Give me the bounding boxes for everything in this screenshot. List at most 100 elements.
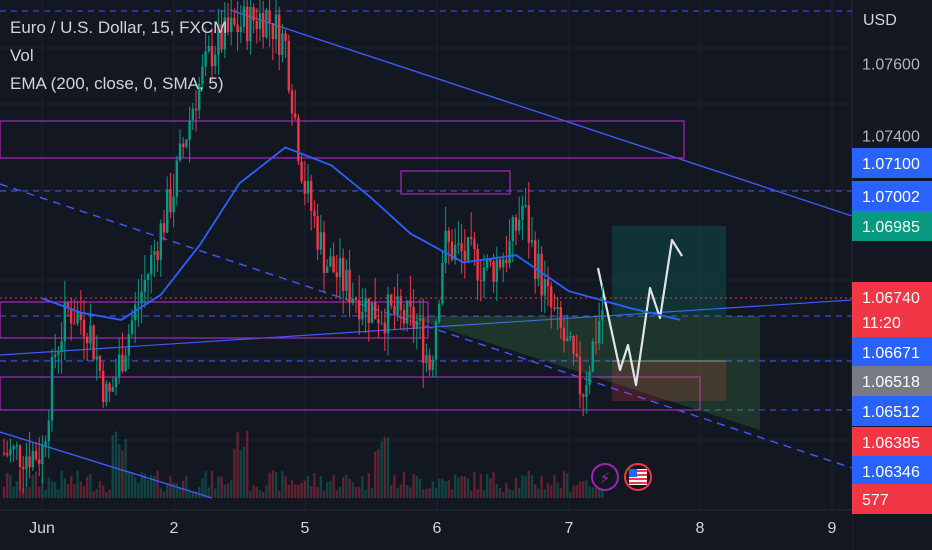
projection-path[interactable] <box>596 238 683 387</box>
candle-body <box>470 237 473 239</box>
volume-bar <box>313 472 316 498</box>
volume-bar <box>514 477 518 498</box>
volume-bar <box>271 470 274 498</box>
candle-body <box>345 269 348 291</box>
candle-body <box>121 354 124 372</box>
volume-bar <box>482 489 486 498</box>
volume-bar <box>386 437 390 498</box>
candle-body <box>60 341 63 353</box>
position-stop-zone[interactable] <box>612 361 726 401</box>
volume-bar <box>204 471 207 498</box>
supply-zone-box[interactable] <box>0 120 685 159</box>
candle-body <box>6 453 9 456</box>
candle-body <box>214 54 217 67</box>
drawings-layer[interactable] <box>0 9 853 499</box>
candle-body <box>514 217 518 231</box>
candle-body <box>246 6 249 42</box>
candle-body <box>390 294 393 306</box>
trendline-rising[interactable] <box>0 299 853 356</box>
candle-body <box>393 305 396 316</box>
volume-bar <box>425 488 428 498</box>
candle-body <box>444 230 447 263</box>
volume-bar <box>310 486 313 498</box>
price-badge-label: 1.06671 <box>862 345 920 362</box>
volume-bar <box>316 487 319 498</box>
candle-body <box>207 46 210 52</box>
position-target-zone[interactable] <box>612 226 726 316</box>
candle-body <box>569 336 572 338</box>
volume-indicator-label[interactable]: Vol <box>10 46 34 65</box>
candle-body <box>594 341 598 344</box>
volume-bar <box>342 476 345 498</box>
volume-bar <box>57 489 60 498</box>
volume-histogram <box>2 430 604 498</box>
volume-bar <box>172 483 175 498</box>
volume-bar <box>258 489 262 498</box>
volume-bar <box>60 470 63 498</box>
time-axis[interactable]: Jun 2 5 6 7 8 9 <box>0 509 852 550</box>
volume-bar <box>559 488 562 498</box>
volume-bar <box>358 486 361 498</box>
volume-bar <box>92 491 95 498</box>
candle-body <box>220 24 223 50</box>
volume-bar <box>201 478 204 498</box>
demand-zone-box-upper[interactable] <box>0 301 429 339</box>
lightning-event-icon[interactable]: ⚡ <box>591 463 619 491</box>
volume-bar <box>466 477 470 498</box>
trendline-lower-dashed[interactable] <box>0 183 853 469</box>
volume-bar <box>86 476 89 498</box>
candle-body <box>290 90 294 114</box>
trendline-upper[interactable] <box>229 9 853 217</box>
candle-body <box>540 253 543 296</box>
candle-body <box>466 237 470 261</box>
volume-bar <box>367 472 370 498</box>
price-axis[interactable]: 1.076001.074001.068001.071001.070021.069… <box>851 0 932 550</box>
candle-body <box>406 300 409 324</box>
volume-bar <box>249 490 252 498</box>
volume-bar <box>290 480 294 498</box>
volume-bar <box>508 488 511 498</box>
candle-body <box>230 17 233 33</box>
wedge-triangle[interactable] <box>405 316 760 430</box>
volume-bar <box>166 483 169 498</box>
candle-body <box>428 354 431 371</box>
candle-body <box>380 322 383 324</box>
trendline-bottom[interactable] <box>0 431 213 499</box>
volume-bar <box>214 488 217 498</box>
symbol-title[interactable]: Euro / U.S. Dollar, 15, FXCM <box>10 18 228 37</box>
candle-body <box>82 320 86 337</box>
candle-body <box>236 24 239 32</box>
us-flag-event-icon[interactable] <box>624 463 652 491</box>
time-label: 2 <box>170 520 179 537</box>
candle-body <box>438 303 441 322</box>
candle-body <box>287 40 290 91</box>
price-badge <box>852 337 932 367</box>
candle-body <box>319 232 322 250</box>
time-axis-bg <box>0 510 852 550</box>
candle-body <box>537 253 540 280</box>
volume-bar <box>12 486 15 498</box>
volume-bar <box>351 482 354 498</box>
currency-label: USD <box>863 12 897 29</box>
volume-bar <box>118 444 121 498</box>
consolidation-box[interactable] <box>400 170 511 195</box>
candle-body <box>348 269 351 303</box>
demand-zone-box-lower[interactable] <box>0 376 701 411</box>
candle-body <box>591 341 594 372</box>
candle-body <box>73 323 76 325</box>
candle-body <box>268 10 271 23</box>
candle-body <box>38 459 41 465</box>
candle-body <box>530 240 534 243</box>
price-badge-label: 1.06346 <box>862 464 920 481</box>
candle-body <box>223 17 226 50</box>
volume-bar <box>262 491 265 498</box>
candle-body <box>450 241 454 260</box>
volume-bar <box>444 480 447 498</box>
candle-body <box>358 300 361 320</box>
candle-body <box>473 238 476 249</box>
event-markers[interactable]: ⚡ <box>591 463 652 491</box>
candle-body <box>124 355 127 372</box>
ema-indicator-label[interactable]: EMA (200, close, 0, SMA, 5) <box>10 74 224 93</box>
candle-body <box>9 449 12 456</box>
